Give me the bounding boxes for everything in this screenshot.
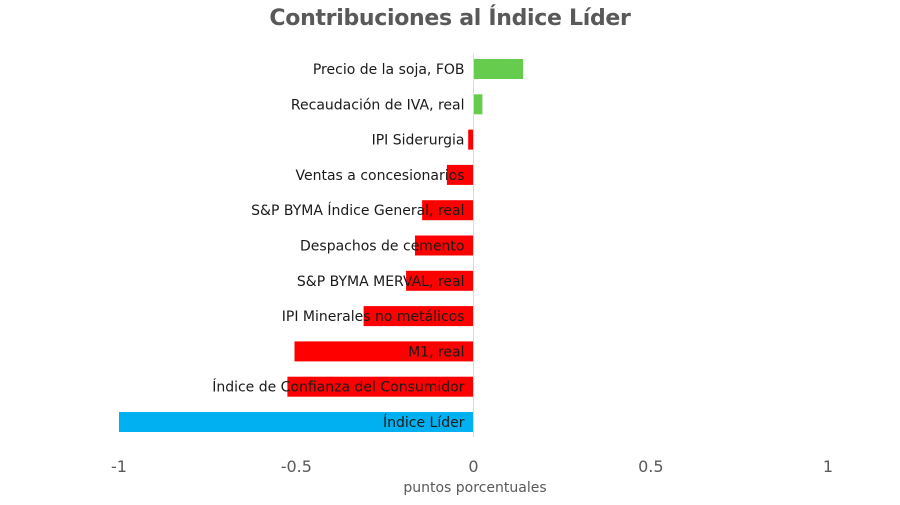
category-label-8: M1, real <box>408 344 464 360</box>
bars-layer <box>119 59 524 432</box>
category-label-9: Índice de Confianza del Consumidor <box>212 379 465 396</box>
category-label-6: S&P BYMA MERVAL, real <box>297 274 465 290</box>
bar-2 <box>468 129 474 150</box>
bar-3 <box>446 164 474 185</box>
bar-8 <box>294 341 474 362</box>
category-label-7: IPI Minerales no metálicos <box>282 309 465 325</box>
category-label-1: Recaudación de IVA, real <box>291 97 465 113</box>
bar-6 <box>406 270 474 291</box>
x-tick-label-2: 0 <box>468 457 478 476</box>
bar-9 <box>287 376 474 397</box>
bar-7 <box>363 306 474 327</box>
category-label-5: Despachos de cemento <box>300 239 464 255</box>
bar-1 <box>473 94 483 115</box>
chart-title: Contribuciones al Índice Líder <box>269 6 631 31</box>
x-axis-label: puntos porcentuales <box>403 480 547 496</box>
bar-0 <box>473 59 524 79</box>
bar-5 <box>415 235 474 256</box>
category-label-4: S&P BYMA Índice General, real <box>251 202 464 219</box>
x-axis-ticks: -1 -0.5 0 0.5 1 <box>111 457 833 476</box>
category-labels: Precio de la soja, FOB Recaudación de IVA… <box>212 62 465 431</box>
x-tick-label-3: 0.5 <box>638 457 663 476</box>
x-tick-label-0: -1 <box>111 457 127 476</box>
x-tick-label-4: 1 <box>823 457 833 476</box>
category-label-0: Precio de la soja, FOB <box>313 62 465 78</box>
category-label-3: Ventas a concesionarios <box>296 168 465 184</box>
bar-10 <box>119 412 474 432</box>
category-label-10: Índice Líder <box>383 414 465 431</box>
bar-4 <box>422 200 474 221</box>
category-label-2: IPI Siderurgia <box>372 133 465 149</box>
x-tick-label-1: -0.5 <box>281 457 312 476</box>
